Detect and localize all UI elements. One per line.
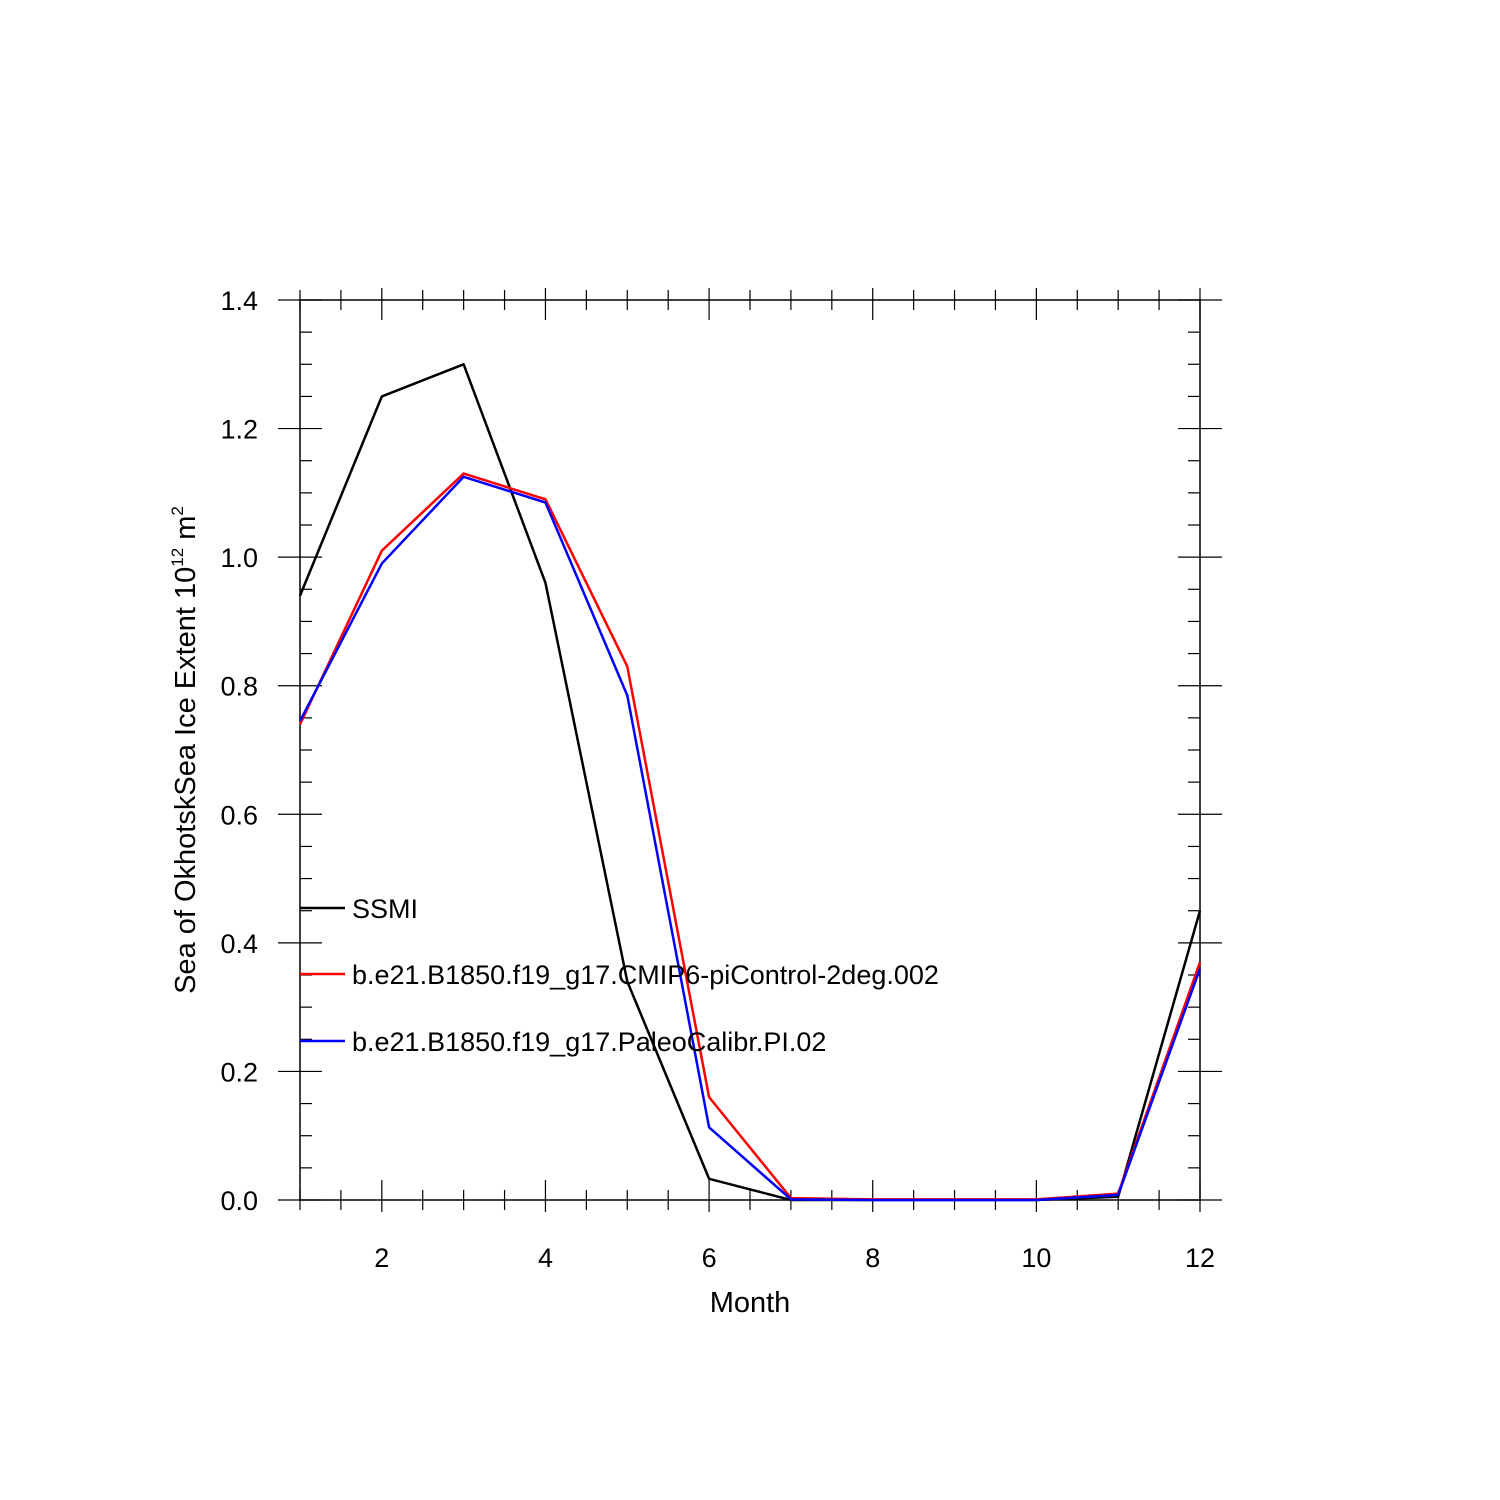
x-tick-label: 4: [538, 1243, 553, 1273]
legend-label-1: b.e21.B1850.f19_g17.CMIP6-piControl-2deg…: [352, 960, 939, 990]
y-tick-label: 1.0: [220, 543, 258, 573]
y-tick-label: 0.8: [220, 672, 258, 702]
legend-label-0: SSMI: [352, 894, 418, 924]
y-tick-label: 0.6: [220, 800, 258, 830]
x-tick-label: 2: [374, 1243, 389, 1273]
y-tick-label: 0.4: [220, 929, 258, 959]
y-axis-title-text: Sea of OkhotskSea Ice Extent 10: [170, 567, 202, 994]
x-tick-labels: 2 4 6 8 10 12: [374, 1243, 1215, 1273]
y-tick-label: 1.2: [220, 415, 258, 445]
major-ticks: [278, 288, 1222, 1212]
x-tick-label: 6: [702, 1243, 717, 1273]
legend-label-2: b.e21.B1850.f19_g17.PaleoCalibr.PI.02: [352, 1027, 826, 1057]
series-line-2: [298, 475, 1202, 1202]
y-axis-title-exp1: 12: [168, 548, 187, 567]
y-tick-labels: 0.0 0.2 0.4 0.6 0.8 1.0 1.2 1.4: [220, 286, 258, 1216]
x-tick-label: 10: [1021, 1243, 1051, 1273]
series-line-0: [298, 363, 1202, 1202]
y-tick-label: 0.2: [220, 1057, 258, 1087]
series-line-1: [298, 472, 1202, 1201]
series-lines: [298, 363, 1202, 1202]
y-axis-title: Sea of OkhotskSea Ice Extent 1012 m2: [168, 506, 202, 994]
x-tick-label: 8: [865, 1243, 880, 1273]
legend: SSMI b.e21.B1850.f19_g17.CMIP6-piControl-…: [300, 894, 939, 1057]
y-axis-title-unit: m: [170, 516, 202, 548]
x-tick-label: 12: [1185, 1243, 1215, 1273]
y-tick-label: 0.0: [220, 1186, 258, 1216]
y-axis-title-exp2: 2: [168, 506, 187, 515]
x-axis-title: Month: [710, 1287, 791, 1319]
y-tick-label: 1.4: [220, 286, 258, 316]
minor-ticks: [299, 290, 1200, 1210]
plot-frame: [299, 299, 1201, 1201]
